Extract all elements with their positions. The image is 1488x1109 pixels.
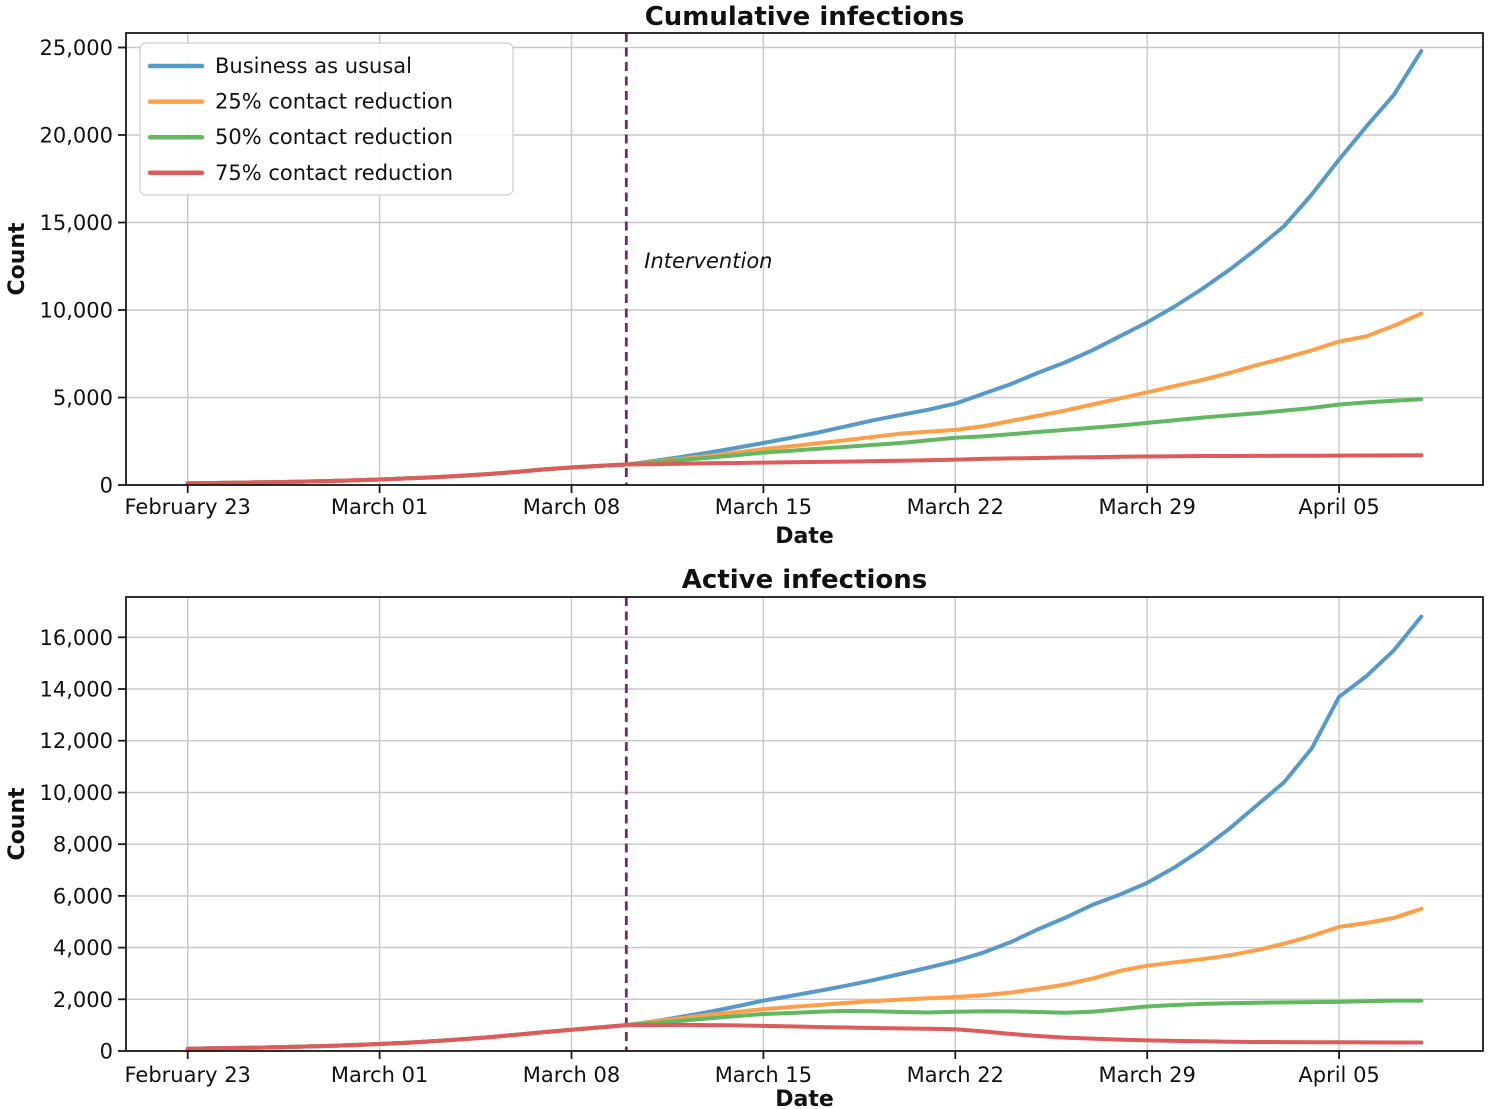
y-tick-label: 10,000 <box>40 299 113 323</box>
y-axis-label: Count <box>5 222 30 296</box>
y-tick-label: 5,000 <box>53 386 113 410</box>
y-tick-label: 0 <box>100 1040 113 1064</box>
active-infections-chart: February 23 March 01 March 08 March 15 March… <box>5 565 1484 1109</box>
x-tick-label: March 15 <box>715 1063 812 1087</box>
x-tick-label: April 05 <box>1298 495 1379 519</box>
series-line-business-as-ususal <box>185 614 1424 1051</box>
legend-label-50-contact-reduction: 50% contact reduction <box>215 125 453 149</box>
y-tick-label: 8,000 <box>53 833 113 857</box>
chart-title: Active infections <box>682 565 927 595</box>
x-tick-label: March 15 <box>715 495 812 519</box>
series-line-75-contact-reduction <box>185 453 1424 486</box>
axis-ticks: February 23 March 01 March 08 March 15 March… <box>40 36 1380 519</box>
y-tick-label: 16,000 <box>40 626 113 650</box>
x-tick-label: February 23 <box>124 495 250 519</box>
cumulative-infections-chart: February 23 March 01 March 08 March 15 March… <box>5 2 1484 549</box>
y-tick-label: 20,000 <box>40 124 113 148</box>
y-tick-label: 14,000 <box>40 678 113 702</box>
grid-lines <box>126 597 1483 1052</box>
legend-label-75-contact-reduction: 75% contact reduction <box>215 161 453 185</box>
legend-label-25-contact-reduction: 25% contact reduction <box>215 90 453 114</box>
series-line-75-contact-reduction <box>185 1022 1424 1051</box>
y-tick-label: 25,000 <box>40 36 113 60</box>
chart-title: Cumulative infections <box>645 2 965 32</box>
x-axis-label: Date <box>775 524 834 549</box>
y-tick-label: 10,000 <box>40 781 113 805</box>
x-tick-label: March 22 <box>907 1063 1004 1087</box>
y-axis-label: Count <box>5 787 30 861</box>
x-tick-label: March 01 <box>331 1063 428 1087</box>
legend-label-business-as-ususal: Business as ususal <box>215 54 412 78</box>
x-tick-label: March 08 <box>523 1063 620 1087</box>
series-line-50-contact-reduction <box>185 397 1424 486</box>
intervention-label: Intervention <box>644 249 772 273</box>
y-tick-label: 6,000 <box>53 884 113 908</box>
x-tick-label: March 29 <box>1098 1063 1195 1087</box>
plot-border <box>125 596 1484 1052</box>
axis-ticks: February 23 March 01 March 08 March 15 March… <box>40 626 1380 1087</box>
x-tick-label: February 23 <box>124 1063 250 1087</box>
x-tick-label: March 22 <box>907 495 1004 519</box>
legend: Business as ususal 25% contact reduction 5… <box>139 42 514 196</box>
y-tick-label: 2,000 <box>53 988 113 1012</box>
y-tick-label: 12,000 <box>40 729 113 753</box>
x-tick-label: March 29 <box>1098 495 1195 519</box>
x-tick-label: March 01 <box>331 495 428 519</box>
x-axis-label: Date <box>775 1087 834 1109</box>
y-tick-label: 4,000 <box>53 936 113 960</box>
plot-border <box>125 32 1484 486</box>
x-tick-label: March 08 <box>523 495 620 519</box>
x-tick-label: April 05 <box>1298 1063 1379 1087</box>
y-tick-label: 0 <box>100 474 113 498</box>
y-tick-label: 15,000 <box>40 211 113 235</box>
legend-box <box>139 42 514 196</box>
